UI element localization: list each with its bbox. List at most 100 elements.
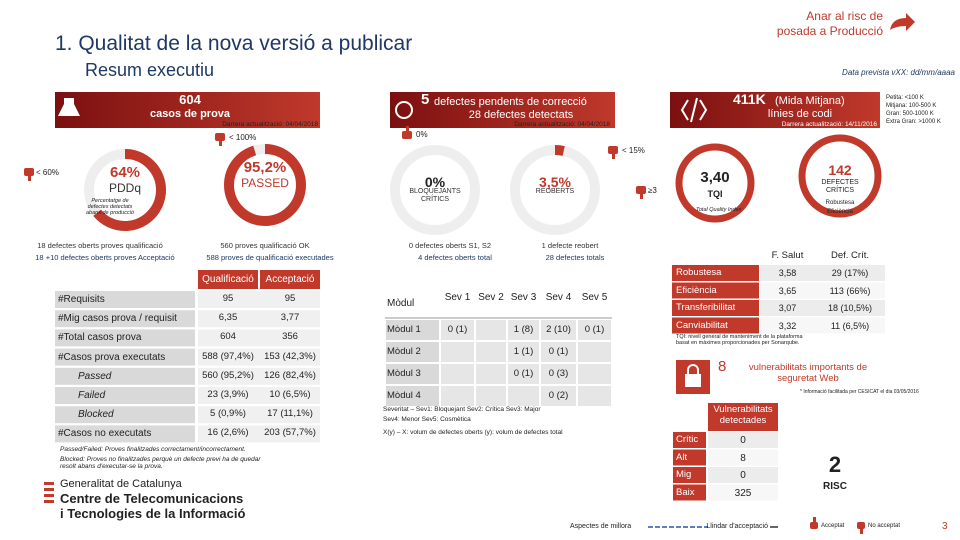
table-note: TQI: nivell general de manteniment de la… bbox=[676, 334, 803, 347]
row-band bbox=[55, 348, 195, 366]
cell: 3,07 bbox=[778, 303, 797, 313]
banner-detail: 28 defectes detectats bbox=[468, 109, 574, 121]
critical-detail: Eficiència bbox=[827, 209, 853, 215]
vuln-text: vulnerabilitats importants de seguretat … bbox=[748, 362, 868, 384]
bug-icon bbox=[395, 101, 413, 119]
cell: 0 bbox=[740, 470, 746, 481]
row-label: Passed bbox=[78, 370, 112, 382]
cell-bg bbox=[476, 320, 506, 340]
header-cell bbox=[198, 270, 258, 289]
cell-bg bbox=[441, 386, 474, 406]
cell: 588 (97,4%) bbox=[202, 350, 254, 362]
column-header: Sev 4 bbox=[545, 292, 572, 303]
gauge-value: 0% bbox=[424, 174, 446, 190]
tqi-ring bbox=[675, 143, 755, 223]
row-band bbox=[55, 406, 195, 424]
gauge-name: PDDq bbox=[108, 181, 141, 195]
cell: 5 (0,9%) bbox=[210, 408, 246, 420]
cell-bg bbox=[760, 282, 885, 299]
cell: 3,65 bbox=[778, 285, 797, 296]
row-label: Mig bbox=[676, 469, 692, 480]
row-band bbox=[55, 329, 195, 347]
cell-bg bbox=[578, 386, 611, 406]
cell: 0 (1) bbox=[513, 368, 534, 379]
row-label: Canviabilitat bbox=[676, 319, 728, 331]
label-cell bbox=[673, 467, 706, 483]
cell: 8 bbox=[740, 452, 746, 464]
cell-bg bbox=[578, 342, 611, 362]
risk-link: posada a Producció bbox=[776, 24, 883, 38]
row-label: Mòdul 4 bbox=[387, 390, 421, 401]
critical-detail: Robustesa bbox=[825, 200, 855, 206]
cell-bg bbox=[541, 364, 576, 384]
cell: 113 (66%) bbox=[829, 285, 871, 296]
gauge-name: PASSED bbox=[241, 176, 289, 190]
arrow-icon[interactable] bbox=[890, 13, 915, 31]
planned-date: Data prevista vXX: dd/mm/aaaa bbox=[842, 68, 955, 77]
gauge-description: defectes detectats bbox=[87, 204, 133, 210]
org: Generalitat de Catalunya bbox=[60, 478, 182, 490]
gauge-arc bbox=[224, 144, 306, 226]
cell-bg bbox=[441, 364, 474, 384]
cell: 325 bbox=[734, 487, 752, 499]
cell-bg bbox=[476, 386, 506, 406]
risk-value: 2 bbox=[828, 452, 842, 477]
cell: 95 bbox=[222, 293, 234, 304]
row-label: Eficiència bbox=[676, 284, 717, 296]
cell-bg bbox=[541, 342, 576, 362]
cell: 560 (95,2%) bbox=[202, 369, 254, 381]
row-label: Mòdul 2 bbox=[387, 346, 421, 357]
cell: 604 bbox=[220, 331, 236, 343]
row-band bbox=[198, 367, 320, 385]
critical-value: 142 bbox=[828, 162, 852, 178]
row-band bbox=[198, 329, 320, 347]
cell: 95 bbox=[284, 293, 296, 304]
row-label: Failed bbox=[78, 390, 106, 401]
cell-bg bbox=[386, 364, 439, 384]
row-band bbox=[55, 310, 195, 328]
module-notation: X(y) – X: volum de defectes oberts (y): … bbox=[383, 429, 563, 436]
row-label: #Casos prova executats bbox=[58, 351, 166, 363]
gauge-note: 0 defectes oberts S1, S2 bbox=[408, 241, 492, 250]
cell: 1 (1) bbox=[513, 346, 534, 357]
critical-name: DEFECTES bbox=[821, 179, 859, 186]
cell-bg bbox=[578, 364, 611, 384]
logo bbox=[44, 482, 54, 503]
row-band bbox=[55, 425, 195, 443]
cell: 2 (10) bbox=[546, 324, 571, 335]
title: 1. Qualitat de la nova versió a publicar bbox=[55, 32, 413, 55]
tqi-name: TQI bbox=[707, 189, 723, 199]
gauge-note: 588 proves de qualificació executades bbox=[206, 253, 334, 262]
threshold: < 15% bbox=[622, 146, 645, 155]
cell: 6,35 bbox=[218, 312, 238, 324]
gauge-note: 18 defectes oberts proves qualificació bbox=[37, 241, 163, 250]
gauge-arc bbox=[510, 145, 600, 235]
row-label: Blocked bbox=[78, 409, 114, 421]
banner-value: 604 bbox=[179, 92, 201, 107]
org: Centre de Telecomunicacions bbox=[60, 491, 244, 506]
cell-bg bbox=[476, 364, 506, 384]
subtitle: Resum executiu bbox=[85, 60, 215, 80]
cell: 3,77 bbox=[280, 312, 300, 324]
size-legend: Mitjana: 100-500 K bbox=[886, 103, 937, 109]
cell: 0 (1) bbox=[447, 324, 468, 335]
flask-icon bbox=[58, 98, 80, 116]
legend-item: Acceptat bbox=[821, 523, 845, 529]
row-band bbox=[198, 425, 320, 443]
row-label: Crític bbox=[676, 434, 699, 445]
column-header: Sev 3 bbox=[510, 292, 537, 303]
cell-bg bbox=[508, 364, 539, 384]
label-cell bbox=[672, 300, 759, 316]
column-header: Sev 5 bbox=[581, 292, 608, 303]
row-band bbox=[55, 291, 195, 308]
cell-bg bbox=[386, 342, 439, 362]
cell-bg bbox=[386, 386, 439, 406]
row-label: Alt bbox=[676, 451, 688, 463]
gauge-arc bbox=[84, 149, 166, 231]
size-legend: Extra Gran: >1000 K bbox=[886, 119, 941, 125]
cell-bg bbox=[708, 467, 778, 483]
module-legend: Sev4: Menor Sev5: Cosmètica bbox=[383, 416, 471, 423]
banner-updated: Darrera actualització: 04/04/2018 bbox=[514, 121, 610, 128]
